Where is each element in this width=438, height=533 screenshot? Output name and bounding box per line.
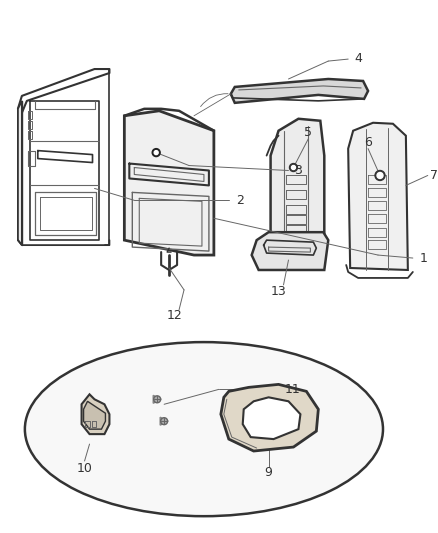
Circle shape bbox=[154, 151, 158, 155]
Text: 13: 13 bbox=[271, 285, 286, 298]
Polygon shape bbox=[81, 394, 110, 434]
Circle shape bbox=[152, 149, 160, 157]
Circle shape bbox=[377, 173, 383, 179]
Polygon shape bbox=[252, 232, 328, 270]
Polygon shape bbox=[153, 395, 161, 403]
Text: 6: 6 bbox=[364, 136, 372, 149]
Polygon shape bbox=[221, 384, 318, 451]
Circle shape bbox=[154, 396, 161, 403]
Text: 9: 9 bbox=[265, 466, 272, 479]
Polygon shape bbox=[271, 119, 324, 265]
Circle shape bbox=[375, 171, 385, 181]
Polygon shape bbox=[231, 79, 368, 103]
Circle shape bbox=[291, 166, 296, 169]
Ellipse shape bbox=[25, 342, 383, 516]
Text: 3: 3 bbox=[294, 164, 302, 177]
Polygon shape bbox=[84, 401, 106, 429]
Text: 1: 1 bbox=[420, 252, 427, 264]
Polygon shape bbox=[124, 111, 214, 255]
Polygon shape bbox=[160, 417, 168, 425]
Polygon shape bbox=[243, 397, 300, 439]
Text: 11: 11 bbox=[285, 383, 300, 396]
Text: 10: 10 bbox=[77, 463, 92, 475]
Polygon shape bbox=[348, 123, 408, 270]
Polygon shape bbox=[18, 101, 22, 245]
Text: 2: 2 bbox=[236, 194, 244, 207]
Circle shape bbox=[290, 164, 297, 172]
Circle shape bbox=[161, 418, 168, 425]
Text: 4: 4 bbox=[354, 52, 362, 64]
Text: 5: 5 bbox=[304, 126, 312, 139]
Text: 12: 12 bbox=[166, 309, 182, 322]
Text: 7: 7 bbox=[430, 169, 438, 182]
